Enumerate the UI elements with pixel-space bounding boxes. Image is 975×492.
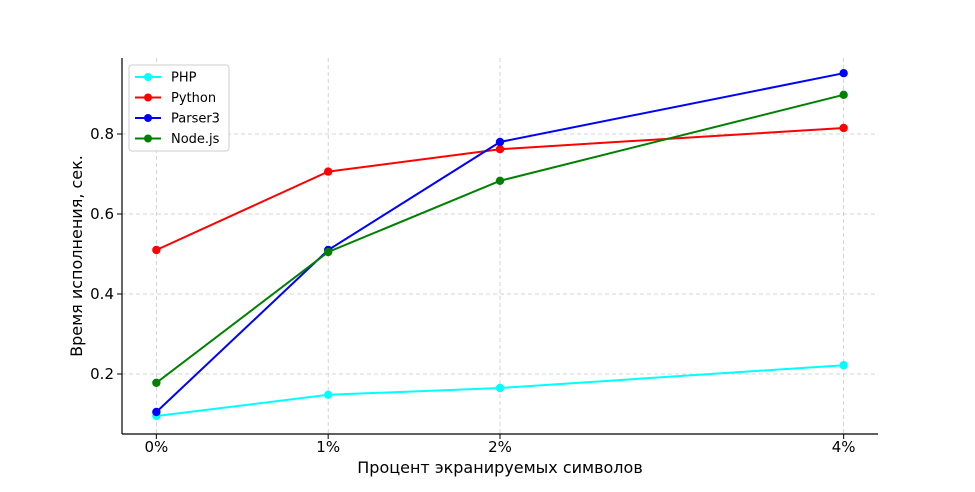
legend-item: Python (135, 91, 216, 106)
y-tick-label: 0.2 (90, 365, 114, 383)
y-axis-title: Время исполнения, сек. (67, 155, 86, 357)
data-point (495, 137, 505, 147)
data-point (323, 167, 333, 176)
x-tick-label: 0% (144, 438, 168, 456)
data-point (839, 123, 848, 133)
data-point (839, 90, 848, 100)
legend-item: PHP (135, 71, 197, 86)
data-point (152, 245, 161, 255)
legend-label: Parser3 (171, 112, 220, 127)
series-line (155, 93, 844, 384)
legend-label: Python (171, 91, 216, 106)
y-tick-label: 0.4 (90, 285, 114, 303)
data-point (152, 407, 161, 417)
legend-swatch-marker (144, 73, 152, 81)
data-point (152, 378, 161, 387)
legend-item: Parser3 (135, 112, 220, 127)
data-point (495, 176, 505, 185)
data-point (839, 361, 848, 370)
x-tick-label: 4% (832, 438, 856, 456)
series-line (156, 364, 844, 417)
legend-label: Node.js (171, 132, 220, 147)
x-tick-label: 2% (488, 438, 512, 456)
legend-swatch-marker (144, 134, 152, 143)
legend-swatch-marker (144, 114, 152, 122)
series-line (155, 72, 844, 413)
y-tick-label: 0.6 (90, 205, 114, 223)
x-tick-label: 1% (316, 438, 340, 456)
data-point (323, 390, 333, 399)
ticks: 0% 1% 2% 4% 0.2 0.4 0.6 0.8 (90, 125, 855, 456)
data-point (495, 383, 505, 393)
y-tick-label: 0.8 (90, 125, 114, 143)
legend-label: PHP (171, 71, 197, 86)
data-point (323, 247, 333, 257)
legend-box (128, 64, 230, 152)
x-axis-title: Процент экранируемых символов (357, 458, 643, 477)
series-layer (152, 69, 848, 421)
data-point (839, 69, 848, 78)
legend-swatch-marker (144, 93, 152, 102)
data-point (495, 145, 505, 154)
legend: PHP Python Parser3 Node.js (128, 64, 230, 152)
series-node-js (152, 90, 848, 387)
legend-item: Node.js (135, 132, 220, 147)
